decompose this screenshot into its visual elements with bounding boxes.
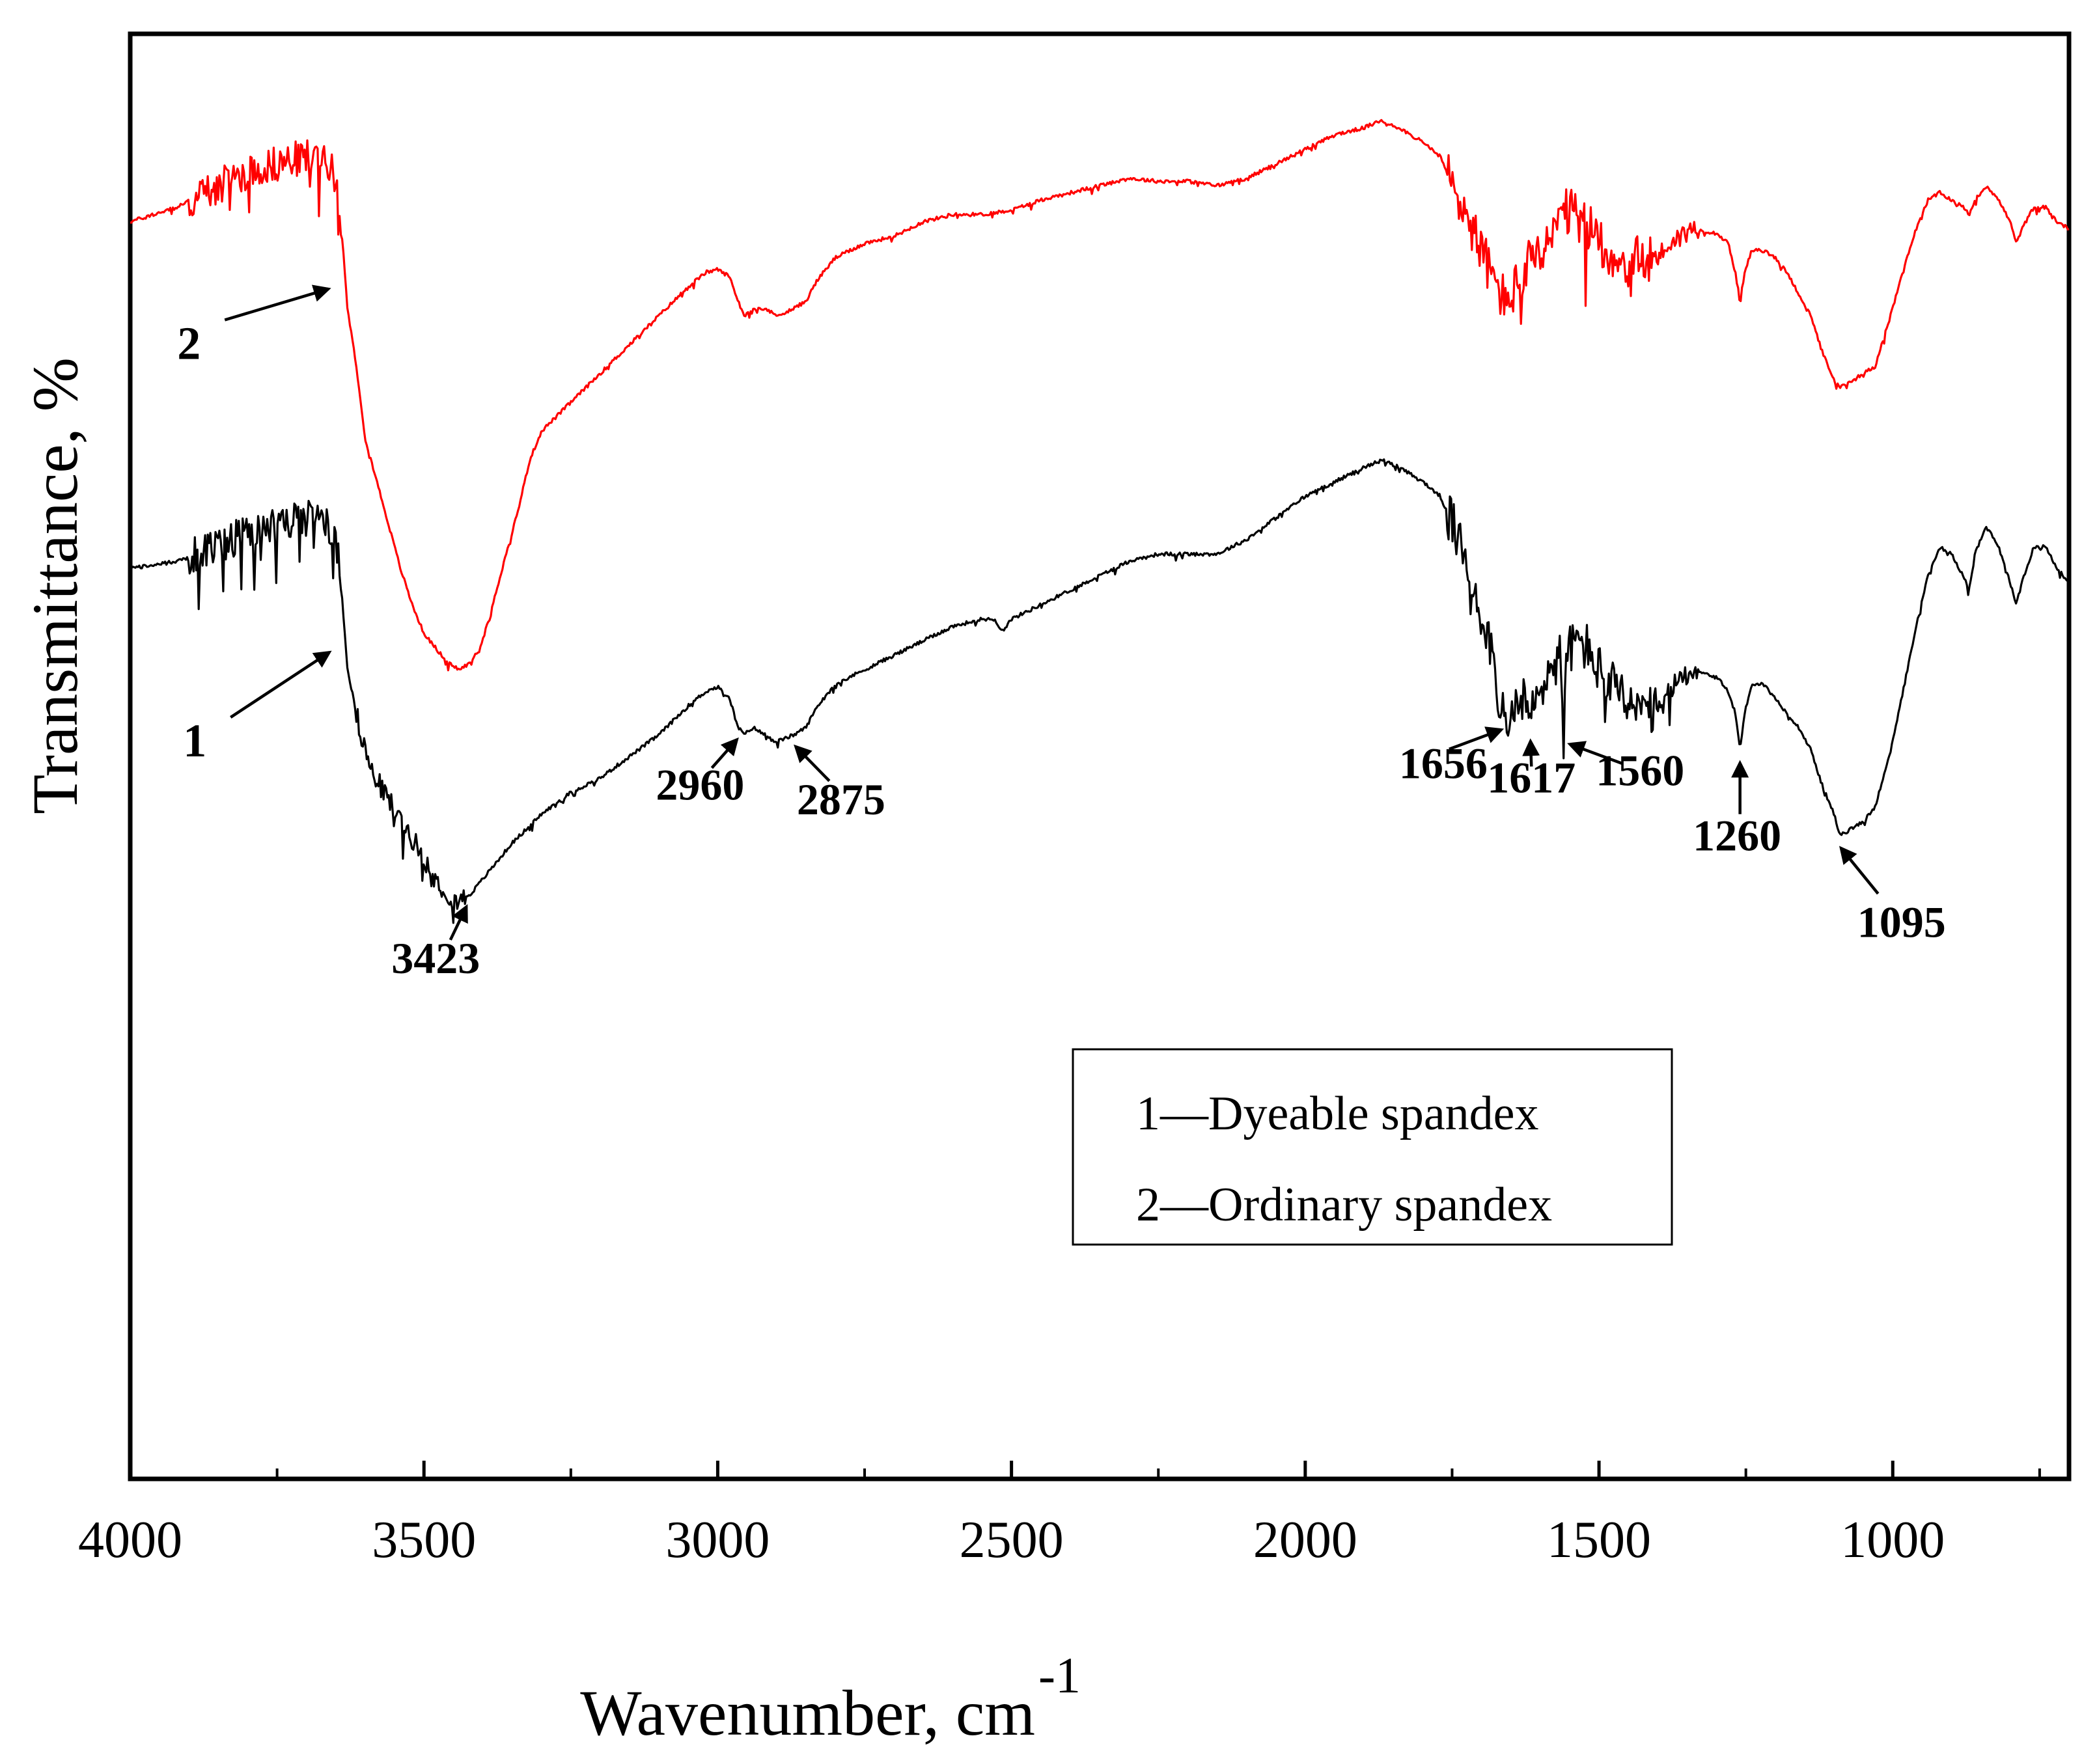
x-axis-ticks: 4000 3500 3000 2500 2000 1500 1000: [78, 1461, 2041, 1569]
peak-label-1617: 1617: [1487, 753, 1576, 803]
peak-label-2875: 2875: [797, 775, 885, 824]
plot-frame: [128, 31, 2072, 1481]
peak-arrow-3423: [449, 903, 468, 941]
peak-arrow-2875: [794, 744, 831, 782]
curve-label-arrow-1: [230, 650, 332, 719]
peak-label-2960: 2960: [656, 760, 744, 810]
peak-arrow-1095: [1839, 846, 1880, 895]
y-axis-title: Transmittance, %: [19, 357, 91, 814]
x-axis-title-superscript: -1: [1038, 1647, 1081, 1703]
peak-label-1095: 1095: [1857, 898, 1946, 947]
x-tick-label: 4000: [78, 1511, 182, 1569]
peak-label-1260: 1260: [1693, 810, 1781, 860]
curve-label-arrow-2: [224, 284, 331, 322]
x-axis-title: Wavenumber, cm: [580, 1677, 1035, 1749]
peak-arrow-1656: [1449, 726, 1505, 751]
peak-arrow-1560: [1567, 741, 1623, 765]
legend-box: [1072, 1048, 1673, 1246]
peak-arrow-2960: [710, 737, 739, 769]
curve-label-2: 2: [177, 318, 201, 370]
legend-entry-1: 1—Dyeable spandex: [1136, 1087, 1539, 1140]
series-layer: [129, 118, 2070, 924]
x-tick-label: 1000: [1840, 1511, 1945, 1569]
x-tick-label: 3500: [372, 1511, 476, 1569]
series-line-2: [130, 118, 2070, 672]
legend-entry-2: 2—Ordinary spandex: [1136, 1178, 1552, 1232]
peak-label-1560: 1560: [1596, 745, 1684, 795]
x-tick-label: 2500: [960, 1511, 1064, 1569]
peak-label-3423: 3423: [391, 933, 480, 983]
x-tick-label: 1500: [1547, 1511, 1651, 1569]
legend: 1—Dyeable spandex 2—Ordinary spandex: [1072, 1048, 1673, 1246]
peak-label-1656: 1656: [1399, 738, 1488, 788]
curve-label-1: 1: [183, 715, 206, 767]
x-tick-label: 2000: [1253, 1511, 1357, 1569]
x-tick-label: 3000: [665, 1511, 770, 1569]
